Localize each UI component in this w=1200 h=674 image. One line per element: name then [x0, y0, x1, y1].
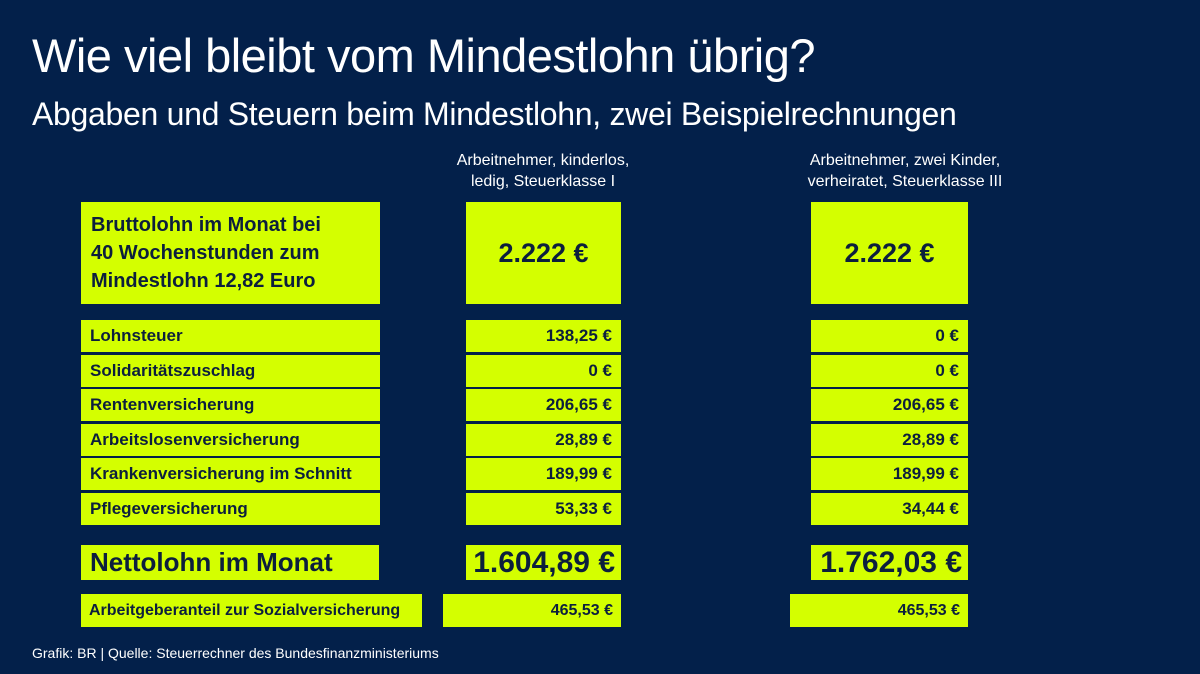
row-value-col2: 28,89 €: [811, 424, 968, 456]
row-value-col1: 206,65 €: [466, 389, 621, 421]
gross-label-line-1: Bruttolohn im Monat bei: [91, 214, 321, 236]
column-header-1-line-2: ledig, Steuerklasse I: [470, 173, 616, 190]
gross-label-line-2: 40 Wochenstunden zum: [91, 242, 320, 264]
column-header-2: Arbeitnehmer, zwei Kinder, verheiratet, …: [775, 150, 1035, 192]
row-value-col1: 0 €: [466, 355, 621, 387]
row-value-col2: 189,99 €: [811, 458, 968, 490]
source-note: Grafik: BR | Quelle: Steuerrechner des B…: [32, 645, 439, 661]
gross-value-1: 2.222 €: [466, 202, 621, 304]
net-value-2: 1.762,03 €: [811, 545, 968, 580]
gross-label-line-3: Mindestlohn 12,82 Euro: [91, 270, 316, 292]
employer-label: Arbeitgeberanteil zur Sozialversicherung: [81, 594, 422, 627]
row-value-col1: 28,89 €: [466, 424, 621, 456]
column-header-1-line-1: Arbeitnehmer, kinderlos,: [456, 152, 630, 169]
employer-value-2: 465,53 €: [790, 594, 968, 627]
row-label: Pflegeversicherung: [81, 493, 380, 525]
row-value-col1: 53,33 €: [466, 493, 621, 525]
gross-label-box: Bruttolohn im Monat bei 40 Wochenstunden…: [81, 202, 380, 304]
row-value-col1: 138,25 €: [466, 320, 621, 352]
employer-value-1: 465,53 €: [443, 594, 621, 627]
row-label: Arbeitslosenversicherung: [81, 424, 380, 456]
row-value-col2: 0 €: [811, 355, 968, 387]
row-label: Lohnsteuer: [81, 320, 380, 352]
net-value-1: 1.604,89 €: [466, 545, 621, 580]
row-value-col2: 0 €: [811, 320, 968, 352]
row-value-col2: 206,65 €: [811, 389, 968, 421]
row-value-col1: 189,99 €: [466, 458, 621, 490]
column-header-2-line-1: Arbeitnehmer, zwei Kinder,: [809, 152, 1001, 169]
net-label: Nettolohn im Monat: [81, 545, 379, 580]
row-label: Krankenversicherung im Schnitt: [81, 458, 380, 490]
column-header-1: Arbeitnehmer, kinderlos, ledig, Steuerkl…: [413, 150, 673, 192]
chart-subtitle: Abgaben und Steuern beim Mindestlohn, zw…: [32, 96, 957, 132]
row-label: Rentenversicherung: [81, 389, 380, 421]
column-header-2-line-2: verheiratet, Steuerklasse III: [807, 173, 1003, 190]
chart-title: Wie viel bleibt vom Mindestlohn übrig?: [32, 29, 815, 82]
gross-value-2: 2.222 €: [811, 202, 968, 304]
row-value-col2: 34,44 €: [811, 493, 968, 525]
row-label: Solidaritätszuschlag: [81, 355, 380, 387]
